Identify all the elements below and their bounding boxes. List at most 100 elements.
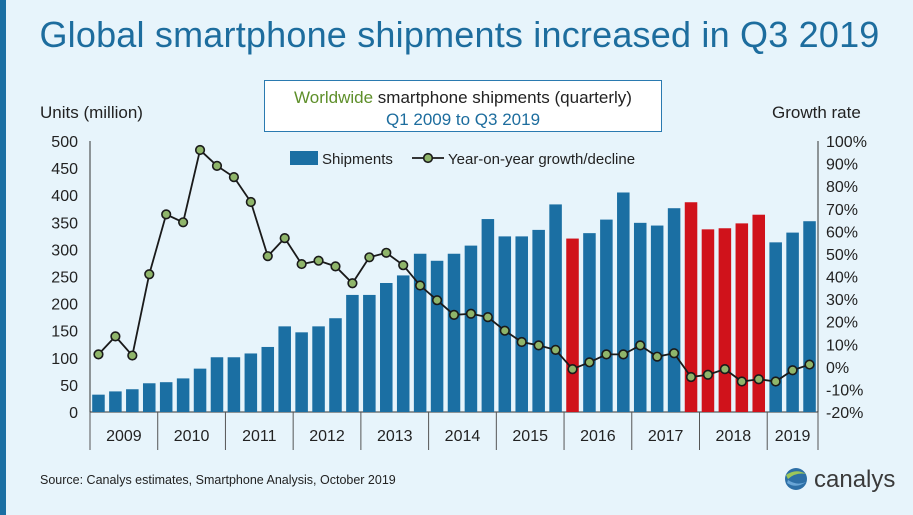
growth-point [381,247,392,258]
legend-swatch-shipments [290,151,318,165]
y-tick-label: 0 [69,405,78,422]
source-note: Source: Canalys estimates, Smartphone An… [40,473,396,487]
shipment-bar [803,221,816,412]
growth-point [296,258,307,270]
shipment-bar [633,222,647,412]
growth-point [719,363,730,375]
y-tick-label: 100 [51,351,78,368]
y2-tick-label: 90% [826,157,858,174]
subtitle-highlight: Worldwide [294,88,374,107]
chart-plot: Units (million) Growth rate 0 50 100 150 200 25… [40,103,867,450]
growth-point [127,350,138,361]
growth-point [533,340,544,351]
growth-point [245,196,256,208]
shipment-bar [600,219,613,412]
growth-point [93,349,104,360]
shipment-bar [718,228,732,412]
growth-point [347,278,358,289]
x-tick-label: 2009 [106,428,142,445]
growth-point [753,374,764,385]
shipment-bar [346,294,359,412]
shipment-bar [176,378,190,412]
shipment-bar [278,326,291,412]
shipment-bar [159,382,173,412]
growth-point [787,365,798,376]
y2-tick-label: 60% [826,224,858,241]
y2-tick-label: 0% [826,360,849,377]
shipment-bar [380,283,393,412]
y2-tick-label: 20% [826,315,858,332]
shipment-bar [735,223,749,412]
shipment-bar [498,236,512,412]
growth-point [804,359,815,370]
shipment-bar [752,214,766,412]
growth-point [313,255,324,266]
growth-point [601,349,612,360]
shipment-bar [244,353,258,412]
growth-point [499,325,510,336]
growth-point [668,348,680,359]
y2-tick-label: 30% [826,292,858,309]
x-tick-label: 2018 [716,428,752,445]
shipment-bar [413,253,427,412]
growth-point [415,280,426,291]
shipment-bar [786,232,799,412]
x-tick-label: 2010 [174,428,210,445]
growth-point [398,260,409,271]
y-axis-title: Units (million) [40,103,143,122]
shipment-bar [583,233,596,412]
shipment-bar [769,242,782,412]
growth-point [228,172,240,183]
y-tick-label: 150 [51,324,78,341]
y-tick-label: 250 [51,270,78,287]
shipment-bar [109,391,122,412]
growth-point [770,376,781,387]
shipment-bar [126,389,139,412]
growth-point [144,269,155,280]
growth-point [618,349,629,360]
shipment-bar [532,229,545,412]
growth-point [279,233,290,244]
growth-point [194,144,206,156]
x-tick-label: 2019 [775,428,811,445]
subtitle-text: smartphone shipments (quarterly) [373,88,632,107]
growth-point [550,344,561,356]
growth-point [262,251,273,262]
growth-point [584,357,595,368]
shipment-bar [667,208,681,412]
growth-point [567,363,578,375]
shipment-bar [193,368,207,412]
legend-swatch-growth-marker [422,152,434,164]
shipment-bar [261,346,275,412]
shipment-bar [396,275,410,412]
y-tick-label: 400 [51,188,78,205]
subtitle-box: Worldwide smartphone shipments (quarterl… [264,80,662,132]
growth-point [516,336,527,348]
y2-tick-label: 50% [826,247,858,264]
shipment-bar [92,394,105,412]
x-tick-label: 2017 [648,428,684,445]
shipment-bar [515,236,528,412]
growth-point [736,376,747,387]
growth-point [635,340,646,351]
growth-point [448,309,460,320]
shipment-bar [312,326,325,412]
legend-label-shipments: Shipments [322,151,393,168]
canalys-logo-icon [785,468,807,490]
shipment-bar [329,318,342,412]
x-tick-label: 2012 [309,428,345,445]
shipment-bar [566,238,579,412]
shipment-bar [549,204,562,412]
x-tick-label: 2011 [242,428,277,445]
logo-wordmark: canalys [814,466,896,493]
y-tick-label: 350 [51,215,78,232]
y2-tick-label: 40% [826,270,858,287]
growth-point [364,252,375,263]
x-tick-label: 2016 [580,428,616,445]
growth-point [110,331,121,342]
growth-point [702,369,714,380]
y2-tick-label: 100% [826,134,867,151]
y2-tick-label: 10% [826,337,858,354]
shipment-bar [227,357,241,412]
